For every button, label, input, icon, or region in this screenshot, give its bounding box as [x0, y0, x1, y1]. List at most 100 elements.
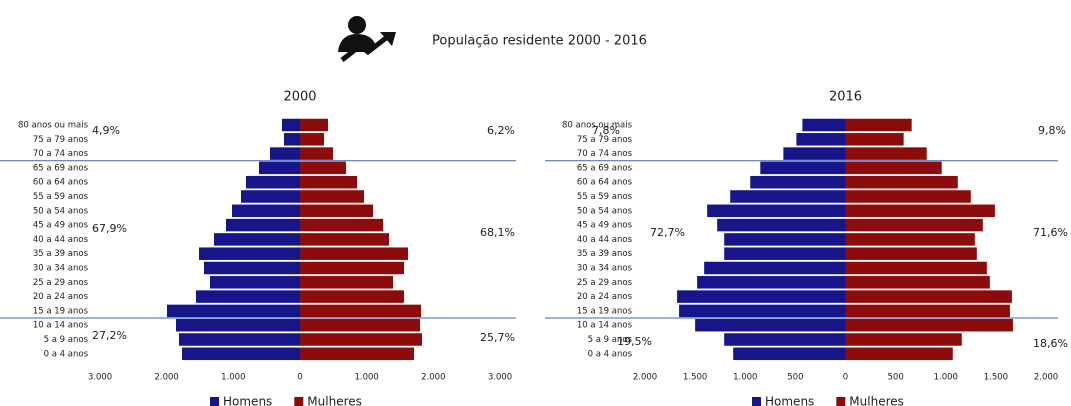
share-label: 19,5%	[617, 335, 652, 348]
bar	[796, 133, 846, 146]
bar	[845, 261, 987, 275]
share-label: 18,6%	[1033, 337, 1068, 350]
bar	[845, 204, 995, 218]
x-tick-label: 1.000	[934, 373, 958, 383]
legend-swatch	[210, 397, 219, 406]
bar	[232, 204, 300, 218]
x-tick-label: 2.000	[421, 373, 445, 383]
x-tick-label: 2.000	[154, 373, 178, 383]
bar	[845, 247, 977, 260]
category-label: 40 a 44 anos	[577, 235, 633, 245]
category-label: 25 a 29 anos	[577, 278, 633, 288]
x-tick-label: 1.500	[984, 373, 1008, 383]
share-label: 7,8%	[592, 124, 620, 137]
legend-label: Mulheres	[849, 395, 904, 406]
chart-title: 2016	[829, 90, 862, 105]
bar	[845, 175, 958, 189]
x-tick-label: 0	[297, 373, 302, 383]
bar	[802, 118, 846, 132]
category-label: 70 a 74 anos	[33, 149, 89, 159]
bar	[300, 118, 328, 132]
share-label: 72,7%	[650, 226, 685, 239]
legend-swatch	[836, 397, 846, 406]
bar	[300, 161, 346, 175]
bar	[733, 347, 846, 361]
bar	[300, 204, 373, 218]
bar	[300, 190, 364, 203]
bar	[677, 290, 846, 303]
bar	[182, 347, 300, 361]
share-label: 71,6%	[1033, 226, 1068, 239]
share-label: 9,8%	[1038, 124, 1066, 137]
x-tick-label: 2.000	[1034, 373, 1058, 383]
category-label: 65 a 69 anos	[577, 163, 633, 173]
bar	[704, 261, 846, 275]
bar	[695, 318, 846, 332]
bar	[845, 147, 927, 160]
category-label: 40 a 44 anos	[33, 235, 89, 245]
bar	[707, 204, 846, 218]
x-tick-label: 1.000	[354, 373, 378, 383]
bar	[300, 347, 414, 361]
category-label: 65 a 69 anos	[33, 163, 89, 173]
category-label: 15 a 19 anos	[33, 306, 89, 316]
bar	[845, 218, 983, 232]
bar	[246, 175, 300, 189]
bar	[697, 276, 846, 289]
category-label: 5 a 9 anos	[588, 335, 633, 345]
bar	[270, 147, 300, 160]
bar	[282, 118, 300, 132]
chart-title: 2000	[283, 90, 316, 105]
bar	[845, 233, 975, 246]
bar	[300, 304, 421, 318]
category-label: 50 a 54 anos	[577, 206, 633, 216]
category-label: 0 a 4 anos	[44, 349, 89, 359]
bar	[204, 261, 300, 275]
x-tick-label: 2.000	[633, 373, 657, 383]
category-label: 70 a 74 anos	[577, 149, 633, 159]
bar	[210, 276, 300, 289]
page-title: População residente 2000 - 2016	[432, 34, 647, 49]
bar	[284, 133, 300, 146]
bar	[845, 304, 1010, 318]
bar	[179, 333, 300, 346]
bar	[783, 147, 846, 160]
bar	[300, 218, 383, 232]
bar	[259, 161, 300, 175]
category-label: 5 a 9 anos	[44, 335, 89, 345]
category-label: 75 a 79 anos	[33, 135, 89, 145]
bar	[300, 133, 324, 146]
category-label: 55 a 59 anos	[33, 192, 89, 202]
legend-swatch	[294, 397, 304, 406]
x-tick-label: 1.500	[683, 373, 707, 383]
bar	[717, 218, 846, 232]
category-label: 10 a 14 anos	[33, 321, 89, 331]
bar	[845, 318, 1013, 332]
x-tick-label: 0	[843, 373, 848, 383]
bar	[845, 161, 942, 175]
x-tick-label: 500	[888, 373, 904, 383]
category-label: 35 a 39 anos	[33, 249, 89, 259]
category-label: 55 a 59 anos	[577, 192, 633, 202]
category-label: 60 a 64 anos	[33, 178, 89, 188]
bar	[845, 290, 1012, 303]
bar	[226, 218, 300, 232]
category-label: 30 a 34 anos	[577, 264, 633, 274]
bar	[214, 233, 300, 246]
category-label: 80 anos ou mais	[562, 121, 633, 131]
bar	[176, 318, 300, 332]
bar	[730, 190, 846, 203]
bar	[760, 161, 846, 175]
bar	[199, 247, 300, 260]
bar	[300, 233, 389, 246]
bar	[845, 333, 962, 346]
category-label: 50 a 54 anos	[33, 206, 89, 216]
bar	[845, 276, 990, 289]
category-label: 20 a 24 anos	[577, 292, 633, 302]
bar	[724, 247, 846, 260]
bar	[300, 147, 333, 160]
legend-label: Homens	[765, 395, 814, 406]
category-label: 45 a 49 anos	[33, 221, 89, 231]
category-label: 0 a 4 anos	[588, 349, 633, 359]
share-label: 4,9%	[92, 124, 120, 137]
